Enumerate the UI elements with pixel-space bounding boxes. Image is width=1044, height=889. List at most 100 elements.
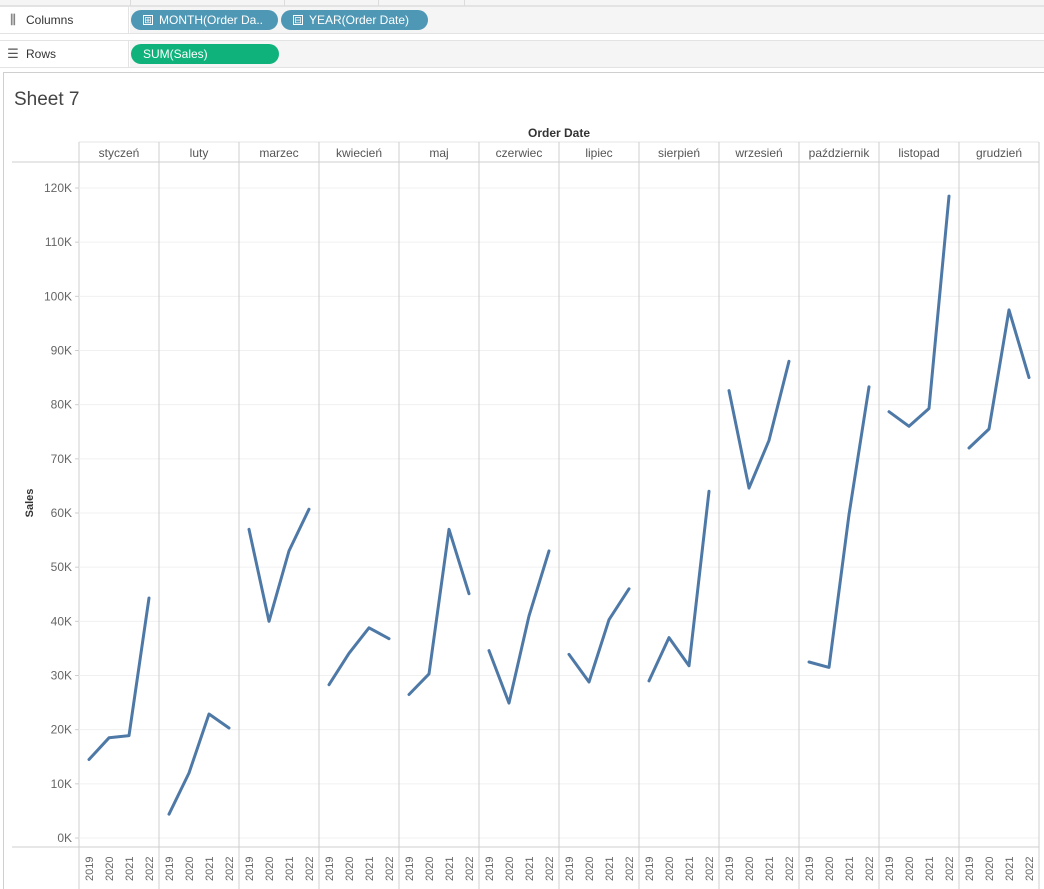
sales-line-4 — [407, 527, 471, 696]
sales-line-9 — [807, 385, 871, 669]
year-tick-label: 2021 — [204, 857, 216, 881]
year-tick-label: 2022 — [784, 857, 796, 881]
sales-line-3 — [327, 626, 391, 687]
month-header: lipiec — [585, 146, 612, 160]
year-tick-label: 2021 — [124, 857, 136, 881]
year-tick-label: 2019 — [164, 857, 176, 881]
rows-label-text: Rows — [26, 47, 57, 61]
year-tick-label: 2019 — [804, 857, 816, 881]
year-tick-label: 2021 — [1004, 857, 1016, 881]
year-tick-label: 2020 — [264, 857, 276, 881]
month-order-date-pill[interactable]: ⊞ MONTH(Order Da.. — [131, 10, 278, 30]
month-header: maj — [429, 146, 448, 160]
y-tick-label: 0K — [57, 831, 72, 845]
sales-line-6 — [567, 587, 631, 684]
year-tick-label: 2020 — [744, 857, 756, 881]
year-tick-label: 2019 — [324, 857, 336, 881]
rows-shelf-drop-area[interactable]: SUM(Sales) — [130, 41, 1044, 67]
year-tick-label: 2019 — [244, 857, 256, 881]
year-tick-label: 2021 — [444, 857, 456, 881]
y-tick-label: 50K — [51, 560, 72, 574]
year-tick-label: 2020 — [664, 857, 676, 881]
year-tick-label: 2020 — [344, 857, 356, 881]
sum-sales-pill[interactable]: SUM(Sales) — [131, 44, 279, 64]
pill-label: MONTH(Order Da.. — [159, 13, 264, 27]
y-tick-label: 60K — [51, 506, 72, 520]
sheet-title: Sheet 7 — [14, 89, 80, 110]
month-header: kwiecień — [336, 146, 382, 160]
year-tick-label: 2021 — [844, 857, 856, 881]
year-tick-label: 2021 — [604, 857, 616, 881]
y-tick-label: 20K — [51, 723, 72, 737]
rows-shelf-label: ☰ Rows — [0, 41, 129, 67]
year-tick-label: 2021 — [764, 857, 776, 881]
month-header: marzec — [259, 146, 298, 160]
y-tick-label: 120K — [44, 181, 72, 195]
month-header: grudzień — [976, 146, 1022, 160]
year-tick-label: 2021 — [524, 857, 536, 881]
year-tick-label: 2022 — [624, 857, 636, 881]
y-tick-label: 110K — [45, 235, 72, 249]
year-tick-label: 2020 — [104, 857, 116, 881]
year-tick-label: 2020 — [424, 857, 436, 881]
year-tick-label: 2022 — [544, 857, 556, 881]
year-tick-label: 2021 — [684, 857, 696, 881]
year-order-date-pill[interactable]: ⊟ YEAR(Order Date) — [281, 10, 428, 30]
y-axis-title: Sales — [24, 489, 36, 518]
collapse-icon[interactable]: ⊟ — [293, 15, 303, 25]
y-tick-label: 90K — [51, 344, 72, 358]
year-tick-label: 2020 — [584, 857, 596, 881]
year-tick-label: 2020 — [824, 857, 836, 881]
sales-line-5 — [487, 549, 551, 705]
year-tick-label: 2022 — [864, 857, 876, 881]
year-tick-label: 2019 — [404, 857, 416, 881]
sales-line-8 — [727, 359, 791, 490]
year-tick-label: 2022 — [384, 857, 396, 881]
sales-line-7 — [647, 489, 711, 683]
month-header: sierpień — [658, 146, 700, 160]
year-tick-label: 2022 — [224, 857, 236, 881]
y-tick-label: 100K — [44, 289, 72, 303]
year-tick-label: 2022 — [304, 857, 316, 881]
columns-shelf-drop-area[interactable]: ⊞ MONTH(Order Da.. ⊟ YEAR(Order Date) — [130, 7, 1044, 33]
year-tick-label: 2019 — [564, 857, 576, 881]
year-tick-label: 2019 — [84, 857, 96, 881]
month-header: wrzesień — [734, 146, 782, 160]
worksheet-canvas — [3, 72, 1044, 889]
year-tick-label: 2022 — [704, 857, 716, 881]
columns-label-text: Columns — [26, 13, 74, 27]
month-header: styczeń — [99, 146, 140, 160]
year-tick-label: 2022 — [144, 857, 156, 881]
sales-line-10 — [887, 194, 951, 428]
month-header: listopad — [898, 146, 939, 160]
y-tick-label: 30K — [51, 669, 72, 683]
year-tick-label: 2022 — [464, 857, 476, 881]
sales-line-1 — [167, 712, 231, 816]
month-header: czerwiec — [496, 146, 543, 160]
month-header: październik — [809, 146, 871, 160]
pill-label: SUM(Sales) — [143, 47, 208, 61]
year-tick-label: 2021 — [924, 857, 936, 881]
sales-line-11 — [967, 308, 1031, 450]
year-tick-label: 2019 — [964, 857, 976, 881]
year-tick-label: 2019 — [884, 857, 896, 881]
columns-icon: ⫼ — [10, 12, 16, 27]
year-tick-label: 2020 — [504, 857, 516, 881]
year-tick-label: 2019 — [724, 857, 736, 881]
pill-label: YEAR(Order Date) — [309, 13, 410, 27]
y-tick-label: 40K — [51, 614, 72, 628]
expand-icon[interactable]: ⊞ — [143, 15, 153, 25]
rows-icon: ☰ — [7, 46, 19, 61]
y-tick-label: 10K — [51, 777, 72, 791]
year-tick-label: 2019 — [644, 857, 656, 881]
toolbar-strip — [0, 0, 1044, 6]
year-tick-label: 2019 — [484, 857, 496, 881]
rows-shelf[interactable]: ☰ Rows SUM(Sales) — [0, 40, 1044, 68]
columns-shelf-label: ⫼ Columns — [0, 7, 129, 33]
columns-shelf[interactable]: ⫼ Columns ⊞ MONTH(Order Da.. ⊟ YEAR(Orde… — [0, 6, 1044, 34]
sales-line-2 — [247, 507, 311, 623]
year-tick-label: 2020 — [184, 857, 196, 881]
year-tick-label: 2020 — [984, 857, 996, 881]
year-tick-label: 2020 — [904, 857, 916, 881]
y-tick-label: 70K — [51, 452, 72, 466]
